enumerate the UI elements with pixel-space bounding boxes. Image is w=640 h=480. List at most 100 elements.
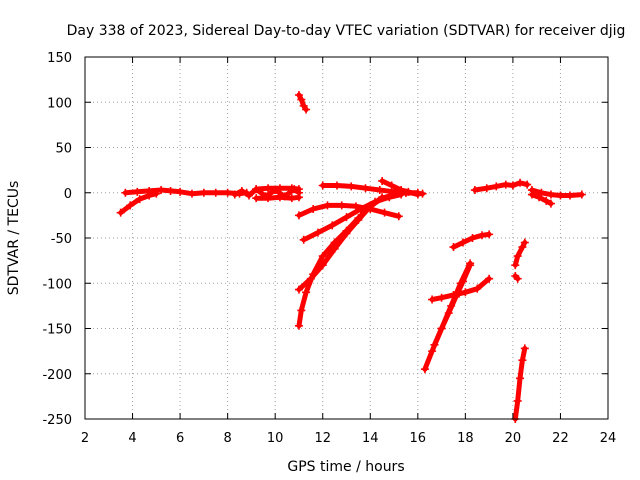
data-point: [306, 274, 315, 283]
data-point: [470, 186, 479, 195]
data-point: [342, 229, 351, 238]
x-tick-label: 18: [457, 431, 474, 446]
data-point: [523, 180, 532, 189]
data-point: [294, 193, 303, 202]
data-point: [501, 180, 510, 189]
data-point: [275, 193, 284, 202]
data-point: [413, 190, 422, 199]
data-point: [542, 196, 551, 205]
data-point: [366, 205, 375, 214]
data-point: [482, 184, 491, 193]
data-series: [252, 184, 303, 194]
data-point: [556, 191, 565, 200]
data-point: [309, 205, 318, 214]
data-point: [518, 356, 527, 365]
data-point: [330, 244, 339, 253]
data-point: [264, 194, 273, 203]
x-tick-label: 12: [314, 431, 331, 446]
x-tick-label: 10: [267, 431, 284, 446]
x-tick-label: 24: [600, 431, 617, 446]
data-point: [237, 186, 246, 195]
data-point: [354, 215, 363, 224]
data-point: [449, 291, 458, 300]
data-point: [223, 188, 232, 197]
data-point: [230, 190, 239, 199]
grid: [85, 57, 608, 419]
data-point: [199, 188, 208, 197]
data-series: [299, 190, 406, 244]
data-point: [245, 191, 254, 200]
data-series: [470, 178, 532, 195]
series-line: [296, 92, 309, 112]
data-point: [252, 194, 261, 203]
data-series: [430, 261, 475, 349]
data-point: [361, 184, 370, 193]
data-point: [252, 185, 261, 194]
y-tick-label: -250: [42, 413, 72, 428]
data-point: [546, 199, 555, 208]
data-point: [347, 182, 356, 191]
data-point: [520, 238, 529, 247]
data-point: [513, 396, 522, 405]
x-tick-label: 4: [128, 431, 136, 446]
data-point: [297, 95, 306, 104]
data-point: [337, 201, 346, 210]
data-point: [294, 91, 303, 100]
data-point: [420, 365, 429, 374]
data-point: [176, 187, 185, 196]
series-line: [512, 240, 528, 268]
data-point: [318, 261, 327, 270]
data-point: [513, 252, 522, 261]
data-point: [342, 213, 351, 222]
y-axis-label: SDTVAR / TECUs: [6, 181, 22, 296]
y-tick-label: -100: [42, 277, 72, 292]
x-tick-label: 22: [552, 431, 569, 446]
data-point: [518, 243, 527, 252]
data-point: [294, 185, 303, 194]
data-series: [511, 344, 529, 423]
data-point: [404, 187, 413, 196]
data-point: [385, 193, 394, 202]
data-point: [302, 288, 311, 297]
data-point: [299, 235, 308, 244]
data-series: [378, 176, 422, 199]
y-tick-label: 100: [47, 96, 72, 111]
data-point: [513, 274, 522, 283]
data-point: [318, 181, 327, 190]
data-point: [145, 186, 154, 195]
data-point: [378, 176, 387, 185]
data-point: [211, 188, 220, 197]
data-point: [294, 211, 303, 220]
data-series: [527, 186, 586, 200]
data-point: [527, 190, 536, 199]
data-point: [294, 285, 303, 294]
data-point: [577, 190, 586, 199]
data-point: [294, 321, 303, 330]
series-line: [529, 192, 554, 207]
data-point: [323, 201, 332, 210]
data-point: [375, 186, 384, 195]
data-series: [527, 190, 555, 208]
y-tick-label: -50: [51, 232, 72, 247]
data-point: [157, 186, 166, 195]
data-point: [133, 187, 142, 196]
data-series: [511, 238, 529, 270]
data-point: [516, 178, 525, 187]
data-point: [508, 181, 517, 190]
data-point: [126, 201, 135, 210]
data-point: [485, 230, 494, 239]
data-series: [428, 274, 494, 304]
data-point: [166, 186, 175, 195]
data-layer: [116, 91, 586, 423]
data-point: [430, 340, 439, 349]
x-tick-label: 20: [505, 431, 522, 446]
data-series: [252, 193, 303, 203]
data-point: [478, 231, 487, 240]
data-point: [332, 181, 341, 190]
data-point: [428, 295, 437, 304]
data-point: [511, 261, 520, 270]
x-tick-label: 2: [81, 431, 89, 446]
y-tick-label: -150: [42, 323, 72, 338]
axis-ticks: 2 4 6 8 10 12 14 16 18 20 22 24-250-200-150-100-500…: [42, 51, 616, 446]
